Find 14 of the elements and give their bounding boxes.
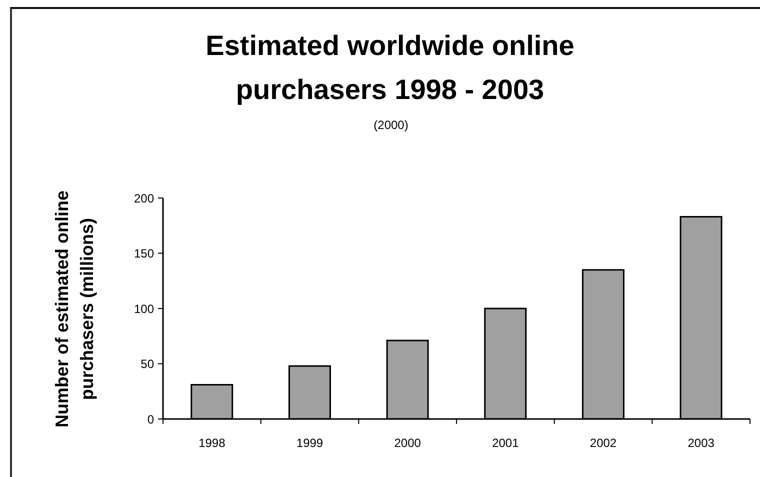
x-tick-label: 2000: [394, 436, 422, 450]
x-tick-label: 2003: [688, 436, 715, 450]
x-tick-label: 1999: [296, 436, 324, 450]
y-tick-label: 0: [147, 412, 154, 426]
y-tick-label: 100: [134, 302, 154, 316]
x-tick-label: 2001: [492, 436, 520, 450]
x-tick-label: 1998: [198, 436, 226, 450]
y-tick-label: 50: [140, 357, 154, 372]
chart-subtitle: (2000): [374, 118, 408, 132]
y-tick-label: 150: [134, 246, 154, 261]
y-tick-label: 200: [134, 191, 154, 206]
chart-title: Estimated worldwide online purchasers 1998 - 2003: [206, 30, 574, 105]
x-tick-label: 2002: [590, 436, 617, 450]
y-axis-title: Number of estimated online purchasers (millions): [52, 190, 96, 428]
